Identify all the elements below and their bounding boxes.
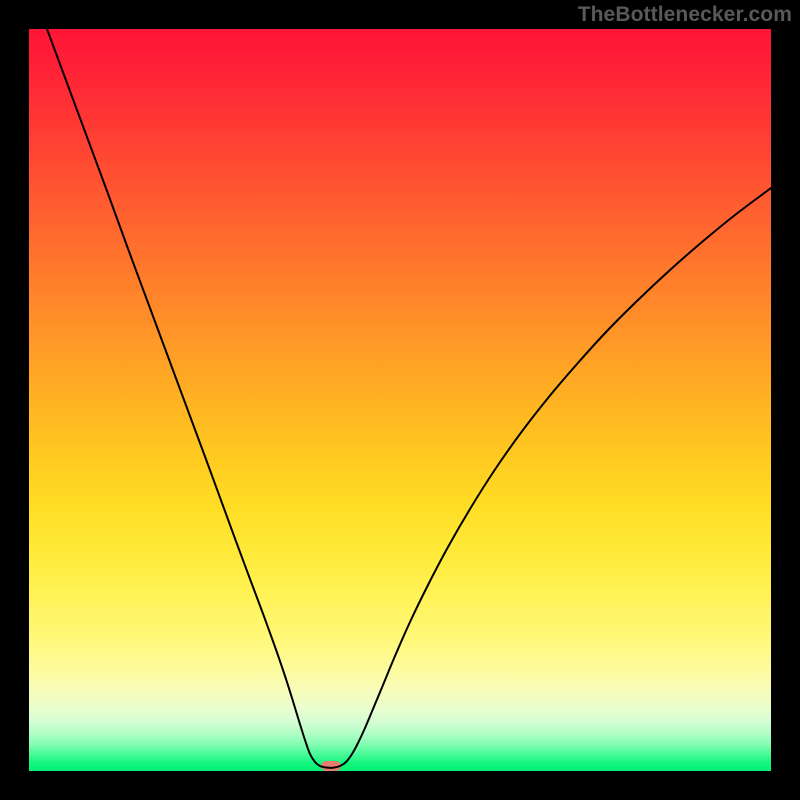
watermark-text: TheBottlenecker.com: [578, 3, 792, 27]
plot-background: [29, 29, 771, 771]
bottleneck-chart: [0, 0, 800, 800]
chart-container: TheBottlenecker.com: [0, 0, 800, 800]
